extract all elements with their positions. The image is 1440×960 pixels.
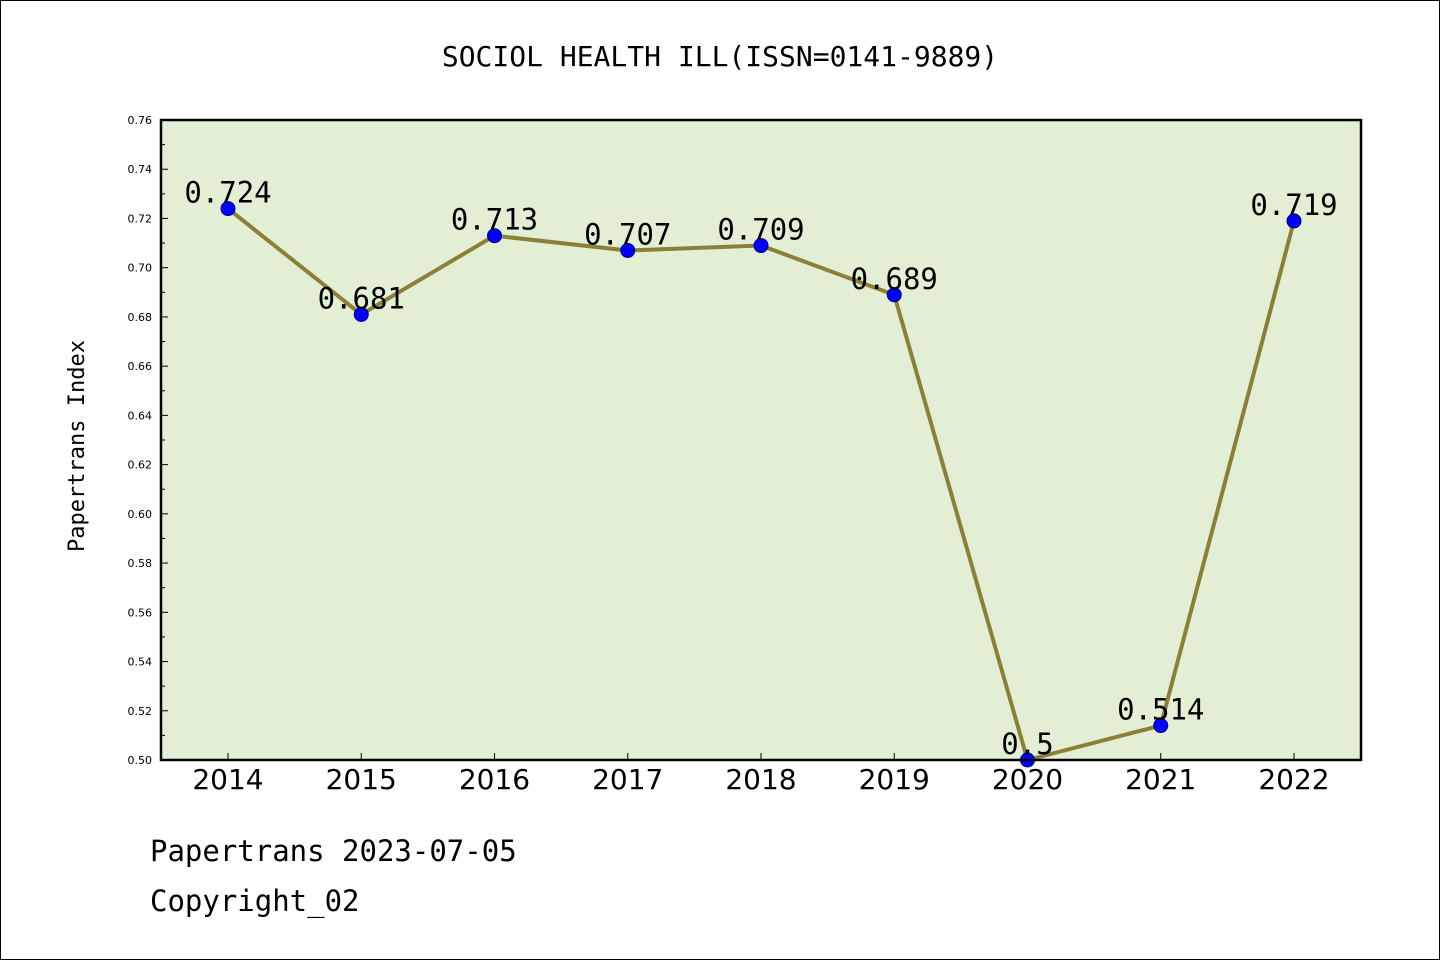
data-point [886, 287, 902, 303]
y-tick-label: 0.72 [128, 212, 153, 225]
footer-copyright: Copyright_02 [150, 884, 360, 918]
y-tick-label: 0.68 [128, 311, 153, 324]
plot-border [159, 118, 1363, 762]
data-point [220, 201, 236, 217]
y-tick-label: 0.64 [128, 409, 153, 422]
y-tick-label: 0.66 [128, 360, 153, 373]
y-tick-label: 0.74 [128, 163, 153, 176]
y-tick-label: 0.62 [128, 459, 153, 472]
y-tick-label: 0.58 [128, 557, 153, 570]
y-tick-label: 0.52 [128, 705, 153, 718]
data-point [1153, 718, 1169, 734]
data-point [620, 242, 636, 258]
axes: 0.50 0.52 0.54 0.56 0.58 0.60 0.62 0.64 0.66 0.68… [128, 114, 1330, 796]
y-tick-label: 0.76 [128, 114, 153, 127]
data-label: 0.681 [318, 281, 405, 315]
data-point [753, 238, 769, 254]
chart-title: SOCIOL HEALTH ILL(ISSN=0141-9889) [442, 40, 998, 73]
data-label: 0.709 [717, 213, 804, 247]
data-point [353, 306, 369, 322]
data-label: 0.5 [1001, 727, 1053, 761]
footer-source: Papertrans 2023-07-05 [150, 834, 517, 868]
y-tick-label: 0.56 [128, 606, 153, 619]
x-tick-label: 2017 [592, 763, 663, 796]
data-label: 0.719 [1250, 188, 1337, 222]
data-label: 0.724 [184, 176, 271, 210]
data-labels-layer: 0.724 0.681 0.713 0.707 0.709 0.689 0.5 0.514 0.… [184, 176, 1337, 761]
x-tick-label: 2020 [992, 763, 1063, 796]
x-tick-label: 2021 [1125, 763, 1196, 796]
data-label: 0.689 [851, 262, 938, 296]
plot-area [161, 120, 1361, 760]
y-tick-label: 0.60 [128, 508, 153, 521]
data-point [487, 228, 502, 244]
data-point [1286, 213, 1302, 229]
x-tick-label: 2018 [725, 763, 796, 796]
data-label: 0.713 [451, 203, 538, 237]
y-tick-label: 0.50 [128, 754, 153, 767]
x-tick-label: 2022 [1258, 763, 1329, 796]
x-tick-label: 2016 [459, 763, 530, 796]
x-tick-label: 2019 [859, 763, 930, 796]
data-label: 0.707 [584, 217, 671, 251]
x-tick-label: 2015 [326, 763, 397, 796]
y-axis-label: Papertrans Index [65, 340, 90, 552]
x-tick-label: 2014 [192, 763, 263, 796]
series-layer [220, 201, 1302, 768]
y-tick-label: 0.70 [128, 262, 153, 275]
data-label: 0.514 [1117, 693, 1204, 727]
y-tick-label: 0.54 [128, 656, 153, 669]
